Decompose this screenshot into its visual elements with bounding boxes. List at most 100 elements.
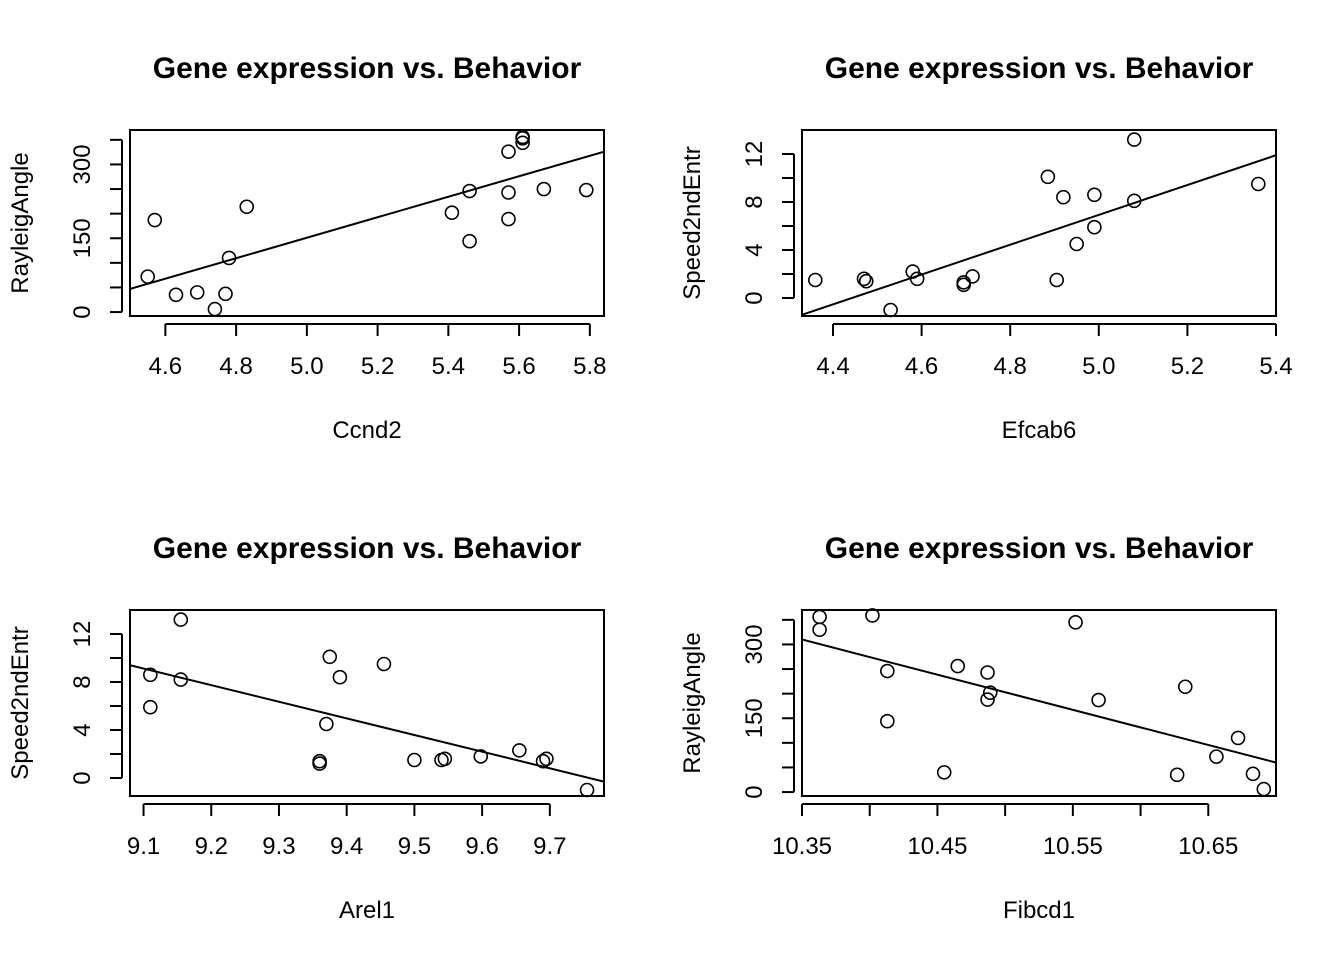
data-point	[1209, 749, 1224, 764]
data-point	[173, 672, 189, 687]
data-point	[579, 182, 594, 198]
regression-line	[802, 154, 1276, 316]
x-axis-label: Efcab6	[1002, 417, 1077, 444]
y-tick-label: 0	[69, 771, 96, 784]
data-point	[332, 669, 348, 685]
y-tick-label: 12	[741, 141, 768, 168]
data-point	[473, 749, 489, 764]
data-point	[536, 181, 552, 197]
y-tick-label: 150	[69, 218, 96, 258]
x-tick-label: 5.2	[1171, 353, 1204, 380]
x-tick-label: 4.4	[816, 353, 849, 380]
x-tick-label: 4.6	[149, 353, 182, 380]
data-point	[322, 649, 338, 665]
data-point	[982, 685, 998, 700]
x-tick-label: 9.4	[330, 833, 363, 860]
data-point	[812, 609, 827, 625]
plot-frame	[129, 129, 605, 317]
data-point	[462, 183, 477, 199]
y-tick-label: 300	[69, 144, 96, 184]
y-tick-label: 4	[69, 723, 96, 736]
plot-panel-1: Gene expression vs. Behavior 4.6 4.8 5.0 5.2…	[7, 52, 607, 444]
y-axis-label: Speed2ndEntr	[7, 626, 34, 779]
x-tick-label: 5.0	[290, 353, 323, 380]
data-point	[515, 135, 530, 151]
regression-line	[802, 638, 1276, 764]
y-axis-label: Speed2ndEntr	[679, 146, 706, 299]
data-point	[1250, 176, 1266, 192]
regression-line	[130, 664, 604, 783]
data-point	[936, 765, 952, 780]
data-point	[501, 144, 516, 159]
data-point	[1069, 236, 1084, 252]
x-tick-label: 10.45	[907, 833, 967, 860]
data-point	[319, 716, 334, 732]
y-tick-label: 8	[741, 195, 768, 208]
data-point	[1087, 219, 1102, 235]
data-point	[140, 269, 155, 284]
data-point	[812, 622, 827, 637]
data-point	[462, 233, 477, 249]
data-point	[865, 608, 880, 623]
data-point	[858, 273, 874, 289]
data-point	[579, 782, 595, 798]
data-point	[1245, 766, 1261, 782]
x-tick-label: 9.7	[533, 833, 566, 860]
x-tick-label: 10.55	[1043, 833, 1103, 860]
x-tick-label: 5.4	[1259, 353, 1292, 380]
data-point	[444, 205, 460, 220]
data-point	[501, 211, 516, 227]
plot-panel-3: Gene expression vs. Behavior 9.1 9.2 9.3 9.4…	[7, 532, 605, 924]
x-tick-label: 4.6	[905, 353, 938, 380]
data-point	[950, 658, 966, 674]
data-point	[807, 272, 823, 288]
y-tick-label: 150	[741, 698, 768, 738]
y-axis-label: RayleigAngle	[7, 152, 34, 293]
data-point	[1068, 615, 1083, 630]
data-point	[1049, 272, 1065, 288]
data-point	[535, 753, 551, 769]
x-tick-label: 4.8	[219, 353, 252, 380]
y-tick-label: 0	[741, 291, 768, 304]
data-point	[1091, 692, 1106, 708]
plot-panel-2: Gene expression vs. Behavior 4.4 4.6 4.8 5.0…	[679, 52, 1293, 444]
data-point	[956, 277, 971, 293]
x-tick-label: 5.0	[1082, 353, 1115, 380]
data-point	[880, 713, 895, 729]
data-point	[515, 131, 530, 146]
y-tick-label: 0	[741, 785, 768, 798]
data-point	[905, 264, 921, 279]
x-tick-label: 5.4	[432, 353, 465, 380]
y-tick-label: 8	[69, 675, 96, 688]
x-tick-label: 5.2	[361, 353, 394, 380]
x-axis-label: Ccnd2	[332, 417, 401, 444]
y-tick-label: 4	[741, 243, 768, 256]
data-point	[1256, 781, 1272, 797]
data-point	[147, 212, 163, 228]
data-point	[980, 692, 995, 707]
data-point	[376, 656, 392, 672]
data-point	[312, 756, 327, 771]
data-point	[1087, 187, 1102, 203]
data-point	[221, 250, 237, 266]
x-tick-label: 5.6	[502, 353, 535, 380]
data-point	[880, 663, 895, 679]
data-point	[883, 302, 898, 318]
x-tick-label: 10.35	[772, 833, 832, 860]
x-tick-label: 9.6	[465, 833, 498, 860]
x-tick-label: 9.5	[398, 833, 431, 860]
y-tick-label: 300	[741, 624, 768, 664]
x-tick-label: 9.2	[195, 833, 228, 860]
data-point	[143, 699, 158, 715]
data-point	[965, 269, 980, 284]
data-point	[909, 271, 925, 287]
data-point	[1056, 189, 1071, 205]
x-axis-label: Fibcd1	[1003, 897, 1075, 924]
data-point	[168, 287, 184, 303]
y-axis-label: RayleigAngle	[679, 632, 706, 773]
x-tick-label: 5.8	[573, 353, 606, 380]
data-point	[239, 199, 255, 215]
x-axis-label: Arel1	[339, 897, 395, 924]
data-point	[856, 271, 872, 287]
x-tick-label: 9.1	[127, 833, 160, 860]
